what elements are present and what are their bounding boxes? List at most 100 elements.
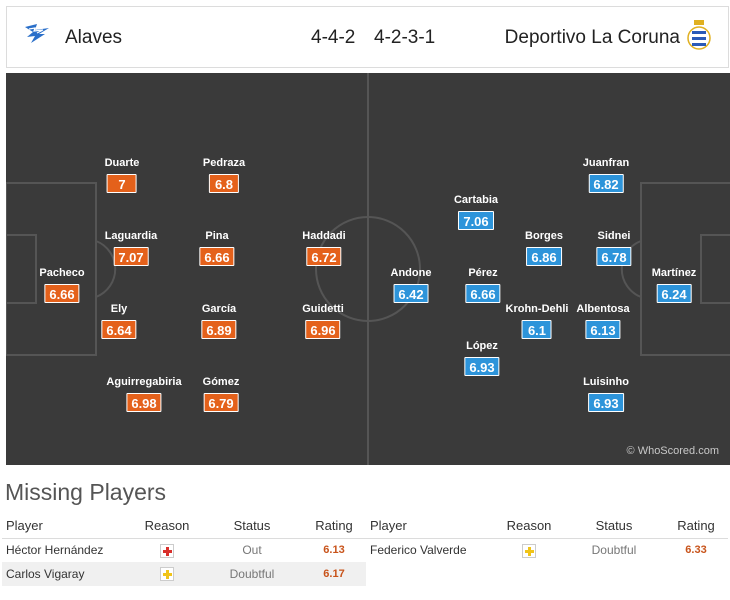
doubtful-icon <box>522 543 536 558</box>
player-name: Sidnei <box>597 230 631 242</box>
away-formation: 4-2-3-1 <box>374 27 436 48</box>
home-formation: 4-4-2 <box>311 27 356 48</box>
missing-player-name[interactable]: Federico Valverde <box>370 543 467 558</box>
player-rating: 6.66 <box>44 284 80 303</box>
player-name: Cartabia <box>453 194 499 206</box>
player-rating: 6.93 <box>588 393 624 412</box>
player-home-laguardia[interactable]: Laguardia 7.07 <box>104 230 158 267</box>
player-name: Laguardia <box>104 230 158 242</box>
col-rating: Rating <box>664 514 728 539</box>
col-status: Status <box>564 514 664 539</box>
player-home-garcia[interactable]: García 6.89 <box>201 303 237 340</box>
player-rating: 7 <box>107 174 137 193</box>
player-home-pina[interactable]: Pina 6.66 <box>199 230 235 267</box>
player-away-luisinho[interactable]: Luisinho 6.93 <box>583 376 629 413</box>
missing-player-rating: 6.33 <box>685 544 707 557</box>
player-rating: 6.66 <box>465 284 501 303</box>
player-name: Albentosa <box>576 303 630 315</box>
player-rating: 6.78 <box>596 247 632 266</box>
table-row[interactable]: Carlos Vigaray Doubtful 6.17 <box>2 562 366 586</box>
table-header-row: Player Reason Status Rating <box>366 514 728 539</box>
home-team-name[interactable]: Alaves <box>65 27 123 48</box>
player-away-lopez[interactable]: López 6.93 <box>464 340 500 377</box>
player-name: Luisinho <box>583 376 629 388</box>
watermark: © WhoScored.com <box>626 445 719 457</box>
pitch: Pacheco 6.66 Duarte 7 Laguardia 7.07 Ely… <box>6 73 730 465</box>
player-away-cartabia[interactable]: Cartabia 7.06 <box>454 194 498 231</box>
player-away-krohn-dehli[interactable]: Krohn-Dehli 6.1 <box>505 303 569 340</box>
col-reason: Reason <box>132 514 202 539</box>
player-rating: 6.72 <box>306 247 342 266</box>
player-name: Krohn-Dehli <box>505 303 569 315</box>
pitch-lines <box>6 73 730 465</box>
player-home-guidetti[interactable]: Guidetti 6.96 <box>302 303 344 340</box>
col-rating: Rating <box>302 514 366 539</box>
missing-player-name[interactable]: Carlos Vigaray <box>2 562 132 586</box>
player-home-pedraza[interactable]: Pedraza 6.8 <box>203 157 245 194</box>
col-player: Player <box>366 514 494 539</box>
match-header: Alaves 4-4-2 4-2-3-1 Deportivo La Coruna <box>6 6 729 68</box>
player-name: Ely <box>110 303 128 315</box>
player-away-martinez[interactable]: Martínez 6.24 <box>651 267 697 304</box>
player-name: López <box>466 340 498 352</box>
missing-player-status: Doubtful <box>202 562 302 586</box>
player-name: García <box>201 303 237 315</box>
player-home-ely[interactable]: Ely 6.64 <box>101 303 137 340</box>
player-name: Pedraza <box>202 157 246 169</box>
player-home-duarte[interactable]: Duarte 7 <box>104 157 140 194</box>
table-row[interactable]: Federico Valverde Doubtful 6.33 <box>366 538 728 562</box>
player-name: Duarte <box>104 157 140 169</box>
player-rating: 6.96 <box>305 320 341 339</box>
missing-players-title: Missing Players <box>5 479 167 505</box>
player-name: Pacheco <box>39 267 85 279</box>
player-home-aguirregabiria[interactable]: Aguirregabiria 6.98 <box>106 376 182 413</box>
missing-player-status: Out <box>242 543 262 558</box>
table-header-row: Player Reason Status Rating <box>2 514 366 539</box>
deportivo-crest-icon <box>687 20 711 50</box>
missing-players-away-table: Player Reason Status Rating Federico Val… <box>366 514 728 562</box>
missing-player-rating: 6.17 <box>302 562 366 586</box>
missing-player-name[interactable]: Héctor Hernández <box>6 543 104 558</box>
injury-icon <box>160 543 174 558</box>
player-away-sidnei[interactable]: Sidnei 6.78 <box>596 230 632 267</box>
player-name: Pérez <box>468 267 498 279</box>
player-rating: 6.24 <box>656 284 692 303</box>
player-away-andone[interactable]: Andone 6.42 <box>391 267 431 304</box>
player-name: Borges <box>525 230 563 242</box>
player-name: Haddadi <box>302 230 346 242</box>
missing-player-status: Doubtful <box>591 543 637 558</box>
away-team-name[interactable]: Deportivo La Coruna <box>504 27 680 48</box>
player-name: Aguirregabiria <box>106 376 182 388</box>
player-home-gomez[interactable]: Gómez 6.79 <box>202 376 240 413</box>
player-away-albentosa[interactable]: Albentosa 6.13 <box>576 303 630 340</box>
player-rating: 6.93 <box>464 357 500 376</box>
player-rating: 7.07 <box>113 247 149 266</box>
player-rating: 6.64 <box>101 320 137 339</box>
player-rating: 6.1 <box>521 320 552 339</box>
missing-players-home-table: Player Reason Status Rating Héctor Herná… <box>2 514 366 586</box>
player-rating: 6.66 <box>199 247 235 266</box>
player-rating: 6.98 <box>126 393 162 412</box>
table-row[interactable]: Héctor Hernández Out 6.13 <box>2 538 366 562</box>
player-rating: 6.86 <box>526 247 562 266</box>
doubtful-icon <box>160 567 174 582</box>
player-rating: 6.89 <box>201 320 237 339</box>
player-away-perez[interactable]: Pérez 6.66 <box>465 267 501 304</box>
alaves-crest-icon <box>25 24 49 43</box>
player-rating: 7.06 <box>458 211 494 230</box>
player-away-borges[interactable]: Borges 6.86 <box>525 230 563 267</box>
missing-player-rating: 6.13 <box>323 544 345 557</box>
player-rating: 6.13 <box>585 320 621 339</box>
player-rating: 6.82 <box>588 174 624 193</box>
player-name: Martínez <box>651 267 697 279</box>
col-reason: Reason <box>494 514 564 539</box>
player-name: Gómez <box>202 376 240 388</box>
player-name: Pina <box>205 230 229 242</box>
player-rating: 6.42 <box>393 284 429 303</box>
col-status: Status <box>202 514 302 539</box>
player-home-haddadi[interactable]: Haddadi 6.72 <box>302 230 346 267</box>
player-home-pacheco[interactable]: Pacheco 6.66 <box>39 267 85 304</box>
player-name: Guidetti <box>302 303 344 315</box>
player-rating: 6.79 <box>203 393 239 412</box>
player-away-juanfran[interactable]: Juanfran 6.82 <box>583 157 629 194</box>
